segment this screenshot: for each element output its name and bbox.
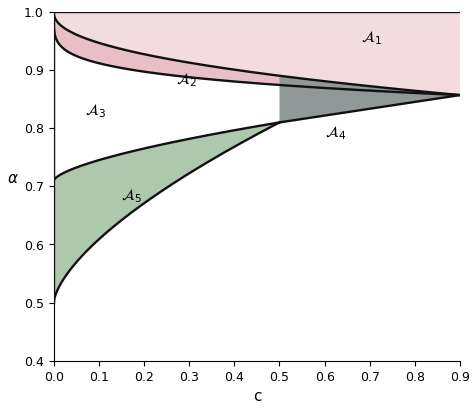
Polygon shape	[54, 12, 459, 95]
Text: $\mathcal{A}_5$: $\mathcal{A}_5$	[121, 187, 142, 205]
Text: $\mathcal{A}_3$: $\mathcal{A}_3$	[85, 102, 106, 120]
Polygon shape	[279, 76, 459, 122]
Text: $\mathcal{A}_1$: $\mathcal{A}_1$	[360, 29, 381, 47]
Text: $\mathcal{A}_4$: $\mathcal{A}_4$	[324, 124, 345, 142]
Polygon shape	[54, 12, 459, 95]
Y-axis label: $\alpha$: $\alpha$	[7, 171, 19, 186]
X-axis label: c: c	[252, 389, 261, 404]
Text: $\mathcal{A}_2$: $\mathcal{A}_2$	[175, 72, 196, 90]
Polygon shape	[54, 122, 279, 302]
